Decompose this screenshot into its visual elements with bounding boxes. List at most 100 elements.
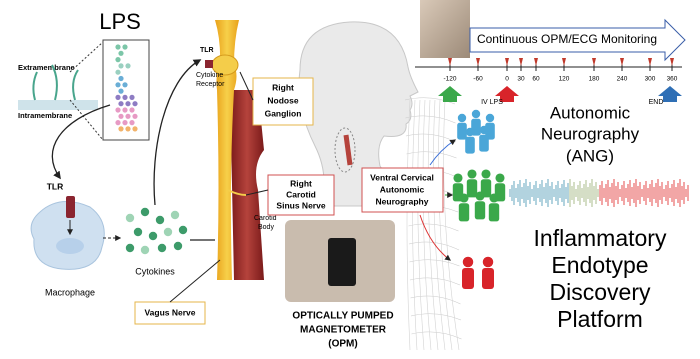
mesh-line xyxy=(410,295,461,305)
molecule-bead xyxy=(132,113,138,119)
molecule-bead xyxy=(118,50,124,56)
person-head xyxy=(465,127,475,137)
mesh-line xyxy=(410,313,462,321)
arrow xyxy=(153,59,202,206)
macrophage: TLR Macrophage xyxy=(30,104,122,297)
molecule-bead xyxy=(118,113,124,119)
molecule-bead xyxy=(132,126,138,132)
person-body xyxy=(457,122,467,140)
neurography-frame xyxy=(361,167,444,213)
molecule-bead xyxy=(115,44,121,50)
sample-marker xyxy=(505,58,509,66)
start-arrow xyxy=(438,86,462,102)
ang-label: Autonomic xyxy=(550,103,631,122)
tlr-label: TLR xyxy=(47,181,64,191)
molecule-bead xyxy=(122,120,128,126)
person-head xyxy=(453,173,463,183)
mesh-line xyxy=(438,99,453,351)
molecule-bead xyxy=(125,126,131,132)
person-body xyxy=(458,203,470,222)
person-head xyxy=(495,173,505,183)
mesh-line xyxy=(404,97,456,105)
platform-label: Inflammatory xyxy=(534,225,667,251)
nodose-label: Nodose xyxy=(267,95,298,105)
mesh-line xyxy=(405,115,456,124)
sample-marker xyxy=(620,58,624,66)
timeline: Continuous OPM/ECG Monitoring IV LPS END… xyxy=(415,0,686,106)
vagus-nerve-shape xyxy=(215,20,239,280)
cytokine xyxy=(157,243,167,253)
sample-marker xyxy=(562,58,566,66)
neurography-label: Autonomic xyxy=(380,184,425,194)
lps-arrow xyxy=(495,86,519,102)
macrophage-label: Macrophage xyxy=(45,287,95,297)
timeline-tick-label: 240 xyxy=(617,76,628,83)
mesh-line xyxy=(422,99,432,351)
cytokine xyxy=(133,227,143,237)
person-head xyxy=(475,191,485,201)
person-head xyxy=(459,193,469,203)
mesh-line xyxy=(443,99,460,351)
cytokines-label: Cytokines xyxy=(135,266,175,276)
person-body xyxy=(482,268,494,289)
cytokine xyxy=(148,231,158,241)
mesh-line xyxy=(408,241,460,251)
membrane xyxy=(18,100,98,110)
banner-label: Continuous OPM/ECG Monitoring xyxy=(477,32,657,46)
timeline-tick-label: 120 xyxy=(559,76,570,83)
sample-marker xyxy=(670,58,674,66)
person-body xyxy=(488,203,500,222)
cytokine-receptor xyxy=(205,60,213,68)
mesh-line xyxy=(427,99,439,351)
lps-molecule-box xyxy=(102,39,150,141)
person-head xyxy=(485,113,495,123)
molecule-bead xyxy=(118,75,124,82)
platform-label: Platform xyxy=(557,306,643,332)
timeline-tick-label: -60 xyxy=(473,76,483,83)
molecule-bead xyxy=(125,101,131,107)
molecule-bead xyxy=(122,44,128,50)
molecule-bead xyxy=(132,101,138,107)
arrow xyxy=(419,214,451,261)
neural-mesh xyxy=(404,97,462,351)
molecule-bead xyxy=(125,113,131,119)
carotid-sinus-box xyxy=(267,174,335,216)
sample-marker xyxy=(592,58,596,66)
neurography-label: Neurography xyxy=(376,196,429,206)
vagus-anatomy: TLR Cytokine Receptor Carotid Body Right… xyxy=(134,20,335,325)
person-body xyxy=(465,136,475,154)
subject-photo xyxy=(420,0,470,58)
nodose-label: Right xyxy=(272,82,294,92)
timeline-tick-label: -120 xyxy=(443,76,456,83)
start-label: IV LPS xyxy=(481,99,503,106)
carotid-sinus-label: Sinus Nerve xyxy=(276,200,325,210)
sample-marker xyxy=(534,58,538,66)
carotid-artery xyxy=(230,90,264,280)
carotid-body-label: Carotid xyxy=(254,215,277,222)
arrow xyxy=(51,104,111,180)
pointer xyxy=(245,189,269,196)
carotid-body-label: Body xyxy=(258,224,274,231)
molecule-bead xyxy=(129,94,135,100)
person-head xyxy=(457,113,467,123)
person-head xyxy=(481,169,491,179)
cytokine xyxy=(140,245,150,255)
molecule-bead xyxy=(122,94,128,100)
molecule-bead xyxy=(115,82,121,88)
person-head xyxy=(462,256,474,268)
people-groups xyxy=(452,109,506,289)
neck-region xyxy=(334,127,356,173)
cytokine xyxy=(155,215,165,225)
arrow xyxy=(429,139,456,166)
timeline-tick-label: 60 xyxy=(532,76,540,83)
mesh-line xyxy=(409,277,461,286)
neurography-label: Ventral Cervical xyxy=(370,172,434,182)
pointer xyxy=(169,259,221,303)
opm-sensor xyxy=(328,238,356,286)
neurography-box: Ventral Cervical Autonomic Neurography xyxy=(361,139,456,261)
intramembrane-label: Intramembrane xyxy=(18,111,72,120)
end-label: END xyxy=(649,99,664,106)
molecule-bead xyxy=(115,57,121,63)
